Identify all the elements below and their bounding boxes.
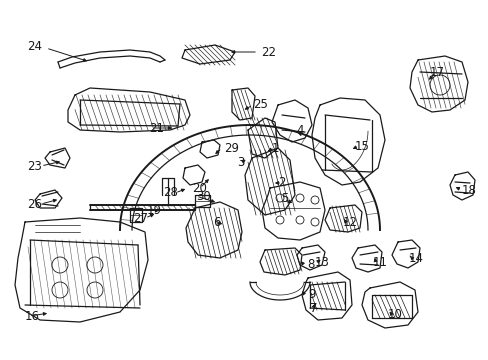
Text: 22: 22	[261, 45, 275, 58]
Text: 14: 14	[408, 252, 423, 265]
Text: 5: 5	[281, 193, 288, 206]
Text: 20: 20	[192, 181, 206, 194]
Text: 19: 19	[147, 204, 162, 217]
Text: 13: 13	[314, 256, 329, 270]
Text: 4: 4	[295, 123, 303, 136]
Text: 25: 25	[252, 99, 267, 112]
Text: 12: 12	[342, 216, 357, 229]
Text: 29: 29	[224, 141, 239, 154]
Text: 7: 7	[309, 302, 317, 315]
Text: 11: 11	[372, 256, 387, 270]
Text: 9: 9	[307, 288, 315, 302]
Text: 21: 21	[149, 122, 163, 135]
Text: 18: 18	[461, 184, 476, 197]
Text: 17: 17	[429, 66, 444, 78]
Text: 27: 27	[133, 211, 148, 225]
Text: 28: 28	[163, 186, 178, 199]
Text: 2: 2	[278, 176, 285, 189]
Text: 6: 6	[213, 216, 220, 229]
Text: 26: 26	[27, 198, 42, 211]
Text: 1: 1	[271, 141, 279, 154]
Text: 8: 8	[306, 258, 314, 271]
Text: 3: 3	[237, 157, 244, 170]
Text: 24: 24	[27, 40, 42, 54]
Text: 10: 10	[387, 309, 402, 321]
Text: 16: 16	[25, 310, 40, 323]
Text: 30: 30	[196, 189, 210, 202]
Text: 15: 15	[354, 139, 369, 153]
Text: 23: 23	[27, 159, 42, 172]
